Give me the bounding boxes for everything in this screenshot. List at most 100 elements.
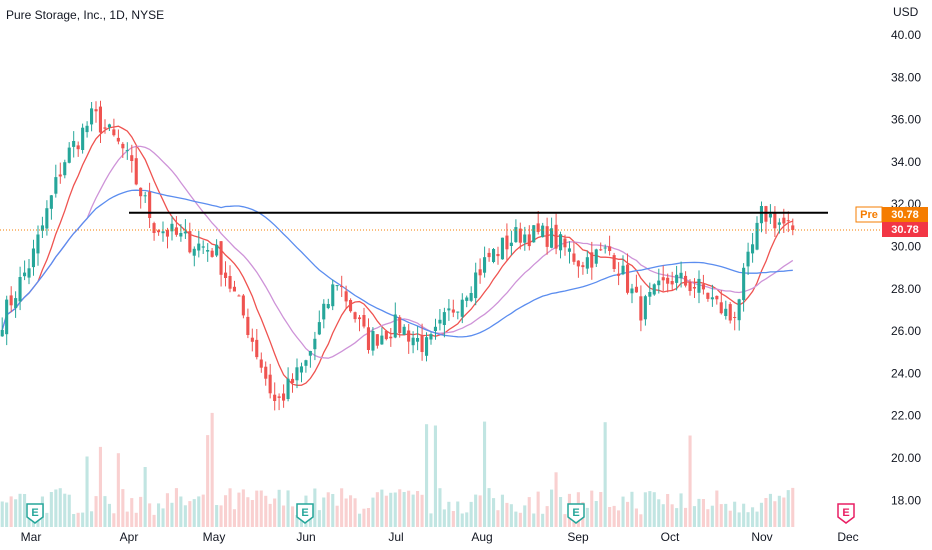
earnings-marker-label: E [572,507,579,519]
candle-body [572,253,576,262]
candle-body [179,233,183,237]
candle-body [134,158,138,185]
volume-bar [85,456,89,527]
candle-body [121,143,125,149]
candle-body [31,248,35,268]
candle-body [340,286,344,287]
candle-body [728,304,732,321]
candle-body [701,284,705,290]
volume-bar [666,494,670,527]
volume-bar [764,498,768,527]
volume-bar [72,514,76,527]
candle-body [344,291,348,302]
candle-body [291,378,295,383]
candle-body [5,299,9,335]
volume-bar [295,515,299,527]
candle-body [107,124,111,128]
volume-bar [215,505,219,527]
volume-bar [599,492,603,527]
candle-body [679,272,683,279]
volume-bar [259,490,263,527]
candle-body [174,227,178,235]
candle-body [380,335,384,345]
earnings-marker: E [296,503,314,524]
candle-body [684,275,688,286]
volume-bar [563,514,567,527]
earnings-marker-label: E [31,507,38,519]
candle-body [130,155,134,161]
candle-body [456,311,460,313]
volume-bar [617,510,621,527]
candle-body [228,276,232,289]
volume-bar [523,505,527,527]
pre-tag-label: Pre [860,209,878,221]
volume-bar [425,424,429,527]
candle-body [518,228,522,243]
volume-bar [380,489,384,527]
volume-bar [273,498,277,527]
volume-bar [545,506,549,527]
y-tick-label: 18.00 [891,493,921,507]
candle-body [478,269,482,276]
candle-body [755,222,759,250]
volume-bar [23,494,27,527]
earnings-marker: E [837,503,855,524]
candle-body [250,337,254,342]
volume-bar [670,504,674,527]
volume-bar [67,494,71,527]
volume-bar [420,494,424,527]
volume-bar [291,506,295,527]
candle-body [170,223,174,232]
candle-body [590,252,594,268]
volume-bar [786,490,790,527]
x-tick-label: Oct [661,530,680,544]
pre-price-value: 30.78 [891,209,919,221]
volume-bar [335,505,339,527]
candle-body [14,298,18,308]
volume-bar [81,512,85,527]
candle-body [36,234,40,254]
candle-body [420,335,424,352]
volume-bar [286,490,290,527]
volume-bar [509,504,513,527]
volume-bar [751,507,755,527]
volume-bar [358,513,362,527]
volume-bar [492,498,496,527]
x-tick-label: Nov [751,530,772,544]
candle-body [94,109,98,112]
candle-body [299,366,303,373]
volume-bar [554,472,558,527]
candle-body [384,331,388,340]
volume-bar [219,505,223,527]
candle-body [411,337,415,346]
candle-body [40,225,44,231]
volume-bar [407,490,411,527]
candle-body [183,231,187,234]
candle-body [201,246,205,248]
candle-body [617,273,621,276]
volume-bar [465,512,469,527]
candle-body [259,359,263,368]
candle-body [465,297,469,301]
y-tick-label: 20.00 [891,451,921,465]
candle-body [550,228,554,248]
volume-bar [371,497,375,527]
candle-body [536,223,540,232]
candle-body [438,319,442,324]
candle-body [416,338,420,342]
candle-body [764,206,768,222]
volume-bar [447,501,451,527]
volume-bar [197,496,201,527]
y-tick-label: 40.00 [891,28,921,42]
candle-body [246,316,250,335]
candle-body [447,308,451,311]
volume-bar [719,504,723,527]
candle-body [143,195,147,197]
last-price-value: 30.78 [891,224,919,236]
x-tick-label: May [203,530,226,544]
candle-body [782,217,786,224]
volume-bar [652,492,656,527]
candle-body [398,317,402,333]
candle-body [81,127,85,150]
